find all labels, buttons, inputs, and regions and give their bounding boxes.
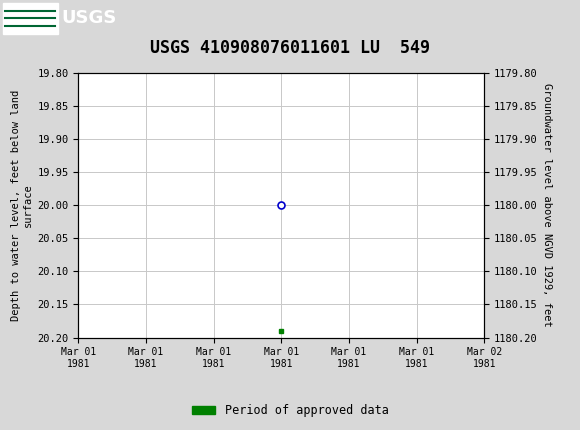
Y-axis label: Groundwater level above NGVD 1929, feet: Groundwater level above NGVD 1929, feet xyxy=(542,83,552,327)
FancyBboxPatch shape xyxy=(3,3,58,34)
Legend: Period of approved data: Period of approved data xyxy=(187,399,393,422)
Text: USGS: USGS xyxy=(61,9,116,27)
Text: USGS 410908076011601 LU  549: USGS 410908076011601 LU 549 xyxy=(150,39,430,57)
Y-axis label: Depth to water level, feet below land
surface: Depth to water level, feet below land su… xyxy=(11,90,33,321)
